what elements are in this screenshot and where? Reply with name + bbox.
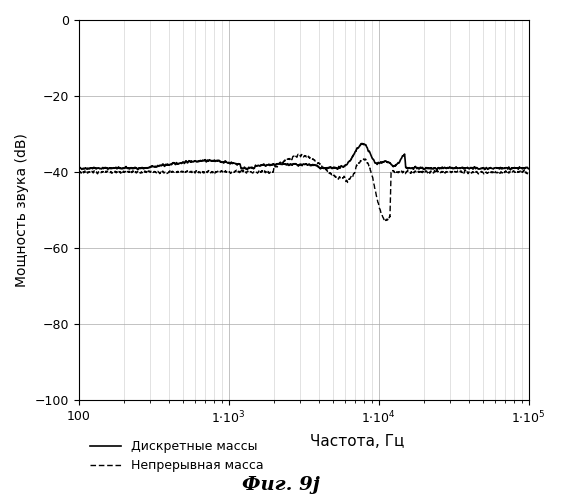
- Line: Непрерывная масса: Непрерывная масса: [79, 154, 528, 222]
- Дискретные массы: [282, 162, 289, 168]
- Дискретные массы: [75, 165, 82, 171]
- Непрерывная масса: [430, 170, 437, 176]
- Непрерывная масса: [382, 218, 389, 224]
- Y-axis label: Мощность звука (dB): Мощность звука (dB): [15, 133, 29, 287]
- Непрерывная масса: [512, 170, 519, 175]
- Непрерывная масса: [525, 168, 532, 174]
- Непрерывная масса: [98, 170, 105, 175]
- Непрерывная масса: [75, 170, 82, 175]
- Legend: Дискретные массы, Непрерывная масса: Дискретные массы, Непрерывная масса: [85, 435, 269, 478]
- Дискретные массы: [513, 165, 519, 171]
- Дискретные массы: [525, 166, 532, 172]
- Дискретные массы: [98, 166, 105, 172]
- Непрерывная масса: [282, 158, 289, 164]
- Непрерывная масса: [296, 151, 302, 157]
- Text: Фиг. 9j: Фиг. 9j: [242, 476, 319, 494]
- Text: Частота, Гц: Частота, Гц: [310, 434, 405, 449]
- Дискретные массы: [512, 165, 519, 171]
- Дискретные массы: [295, 162, 301, 168]
- Непрерывная масса: [513, 170, 519, 175]
- Дискретные массы: [430, 166, 437, 172]
- Дискретные массы: [135, 166, 141, 172]
- Line: Дискретные массы: Дискретные массы: [79, 144, 528, 170]
- Дискретные массы: [358, 140, 365, 146]
- Непрерывная масса: [294, 152, 301, 158]
